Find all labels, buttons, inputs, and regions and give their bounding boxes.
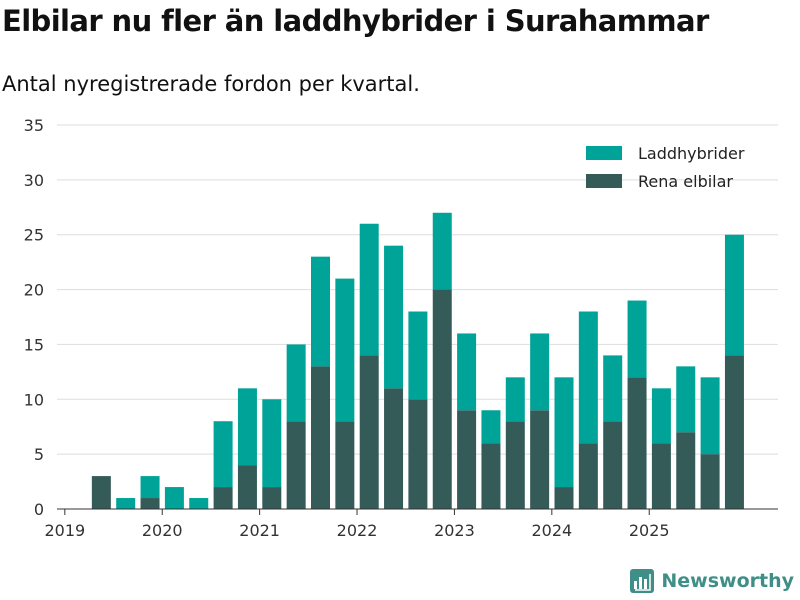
x-tick-label: 2023	[434, 521, 475, 540]
bar-rena-elbilar	[724, 355, 744, 509]
y-tick-label: 20	[24, 281, 44, 300]
x-tick-label: 2021	[239, 521, 280, 540]
bar-laddhybrider	[676, 366, 696, 433]
bar-laddhybrider	[530, 333, 550, 411]
bar-rena-elbilar	[603, 421, 623, 509]
x-tick-label: 2020	[142, 521, 183, 540]
legend-label-laddhybrider: Laddhybrider	[638, 144, 745, 163]
bar-rena-elbilar	[530, 410, 550, 509]
x-tick-label: 2019	[44, 521, 85, 540]
bar-rena-elbilar	[578, 443, 598, 509]
legend-swatch-laddhybrider	[586, 146, 622, 160]
bar-laddhybrider	[164, 487, 184, 509]
newsworthy-logo: Newsworthy	[629, 568, 794, 594]
bar-laddhybrider	[189, 498, 209, 509]
bar-laddhybrider	[578, 311, 598, 444]
y-axis-ticks: 0 5 10 15 20 25 30 35	[24, 116, 44, 519]
legend: Laddhybrider Rena elbilar	[586, 144, 745, 191]
bar-laddhybrider	[481, 410, 501, 444]
bar-laddhybrider	[286, 344, 306, 422]
y-tick-label: 0	[34, 500, 44, 519]
y-tick-label: 5	[34, 445, 44, 464]
bar-laddhybrider	[262, 399, 282, 488]
bar-rena-elbilar	[408, 399, 428, 509]
bar-rena-elbilar	[481, 443, 501, 509]
bar-rena-elbilar	[554, 487, 574, 509]
bar-rena-elbilar	[676, 432, 696, 509]
y-tick-label: 10	[24, 390, 44, 409]
bar-rena-elbilar	[140, 498, 160, 509]
bar-laddhybrider	[140, 476, 160, 499]
y-tick-label: 15	[24, 335, 44, 354]
x-tick-label: 2022	[337, 521, 378, 540]
bar-laddhybrider	[651, 388, 671, 444]
bar-laddhybrider	[505, 377, 525, 422]
x-tick-label: 2024	[531, 521, 572, 540]
bar-laddhybrider	[213, 421, 233, 488]
bar-rena-elbilar	[311, 366, 330, 509]
bar-rena-elbilar	[432, 289, 452, 509]
bar-rena-elbilar	[651, 443, 671, 509]
bar-rena-elbilar	[91, 476, 111, 509]
bar-rena-elbilar	[627, 377, 647, 509]
bar-rena-elbilar	[505, 421, 525, 509]
bar-laddhybrider	[408, 311, 428, 400]
bar-laddhybrider	[384, 245, 404, 389]
bar-rena-elbilar	[457, 410, 477, 509]
bar-laddhybrider	[359, 223, 379, 356]
bar-laddhybrider	[603, 355, 623, 422]
bar-rena-elbilar	[384, 388, 404, 509]
legend-swatch-rena-elbilar	[586, 174, 622, 188]
newsworthy-icon	[630, 569, 655, 593]
bar-laddhybrider	[627, 300, 647, 378]
bar-laddhybrider	[237, 388, 257, 466]
bar-laddhybrider	[116, 498, 136, 509]
chart-subtitle: Antal nyregistrerade fordon per kvartal.	[2, 72, 420, 96]
bar-laddhybrider	[554, 377, 574, 488]
bar-laddhybrider	[724, 234, 744, 356]
bar-laddhybrider	[335, 278, 355, 422]
chart-title: Elbilar nu fler än laddhybrider i Suraha…	[2, 4, 709, 38]
bars	[91, 212, 744, 509]
bar-laddhybrider	[432, 212, 452, 290]
y-tick-label: 25	[24, 226, 44, 245]
bar-laddhybrider	[457, 333, 477, 411]
bar-rena-elbilar	[237, 465, 257, 509]
bar-rena-elbilar	[335, 421, 355, 509]
bar-laddhybrider	[311, 256, 330, 367]
legend-label-rena-elbilar: Rena elbilar	[638, 172, 733, 191]
y-tick-label: 35	[24, 116, 44, 135]
x-axis-ticks: 2019 2020 2021 2022 2023 2024 2025	[44, 509, 670, 540]
bar-rena-elbilar	[700, 454, 720, 509]
brand-name: Newsworthy	[661, 570, 794, 592]
bar-rena-elbilar	[359, 355, 379, 509]
y-tick-label: 30	[24, 171, 44, 190]
bar-rena-elbilar	[286, 421, 306, 509]
bar-rena-elbilar	[262, 487, 282, 509]
bar-rena-elbilar	[213, 487, 233, 509]
bar-laddhybrider	[700, 377, 720, 455]
x-tick-label: 2025	[629, 521, 670, 540]
